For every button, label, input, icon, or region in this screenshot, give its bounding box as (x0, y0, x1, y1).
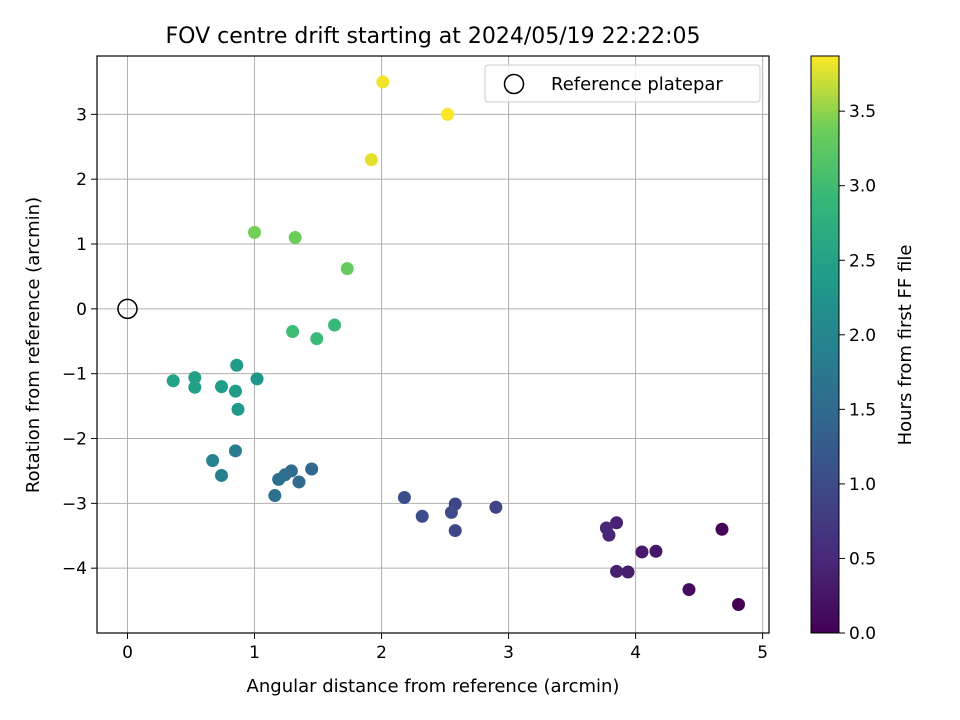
scatter-point (214, 468, 228, 482)
reference-layer (117, 298, 138, 320)
colorbar-gradient (810, 55, 840, 634)
scatter-point (248, 225, 262, 239)
scatter-point (621, 565, 635, 579)
scatter-point (231, 402, 245, 416)
colorbar-label: Hours from first FF file (895, 245, 916, 446)
scatter-point (715, 522, 729, 536)
scatter-point (397, 491, 411, 505)
scatter-point (732, 597, 746, 611)
scatter-point (228, 444, 242, 458)
legend: Reference platepar (484, 64, 761, 103)
y-tick-label: −2 (62, 430, 87, 450)
colorbar-tick-label: 2.5 (849, 251, 876, 271)
colorbar-tick-label: 0.5 (849, 549, 876, 569)
legend-entry-label: Reference platepar (551, 74, 723, 95)
scatter-point (448, 524, 462, 538)
x-tick-label: 5 (757, 643, 768, 663)
colorbar-tick-label: 3.5 (849, 102, 876, 122)
chart-title: FOV centre drift starting at 2024/05/19 … (166, 24, 701, 49)
scatter-point (188, 380, 202, 394)
x-axis-label: Angular distance from reference (arcmin) (247, 676, 620, 697)
grid-lines (97, 56, 769, 633)
scatter-point (206, 454, 220, 468)
scatter-point (441, 107, 455, 121)
y-axis-label: Rotation from reference (arcmin) (23, 197, 44, 493)
scatter-point (649, 544, 663, 558)
scatter-point (599, 521, 613, 535)
y-tick-label: 3 (76, 105, 87, 125)
scatter-point (272, 472, 286, 486)
colorbar: 0.0 0.5 1.0 1.5 2.0 2.5 3.0 3.5 Hours from firs… (810, 55, 916, 644)
scatter-point (188, 371, 202, 385)
y-tick-label: 1 (76, 235, 87, 255)
scatter-point (364, 153, 378, 167)
x-tick-label: 1 (249, 643, 260, 663)
scatter-point (292, 475, 306, 489)
legend-marker-open-circle-icon (503, 73, 525, 95)
legend-box (484, 64, 761, 103)
scatter-point (305, 462, 319, 476)
colorbar-tick-label: 2.0 (849, 326, 876, 346)
scatter-point (415, 509, 429, 523)
scatter-point (610, 516, 624, 530)
scatter-point (288, 231, 302, 245)
y-tick-label: −3 (62, 494, 87, 514)
scatter-point (635, 545, 649, 559)
colorbar-tick-label: 1.5 (849, 400, 876, 420)
scatter-point (310, 332, 324, 346)
y-ticks: −4 −3 −2 −1 0 1 2 3 (62, 105, 97, 579)
scatter-point (268, 489, 282, 503)
colorbar-ticks: 0.0 0.5 1.0 1.5 2.0 2.5 3.0 3.5 (839, 102, 876, 644)
scatter-point (250, 372, 264, 386)
scatter-point (376, 75, 390, 89)
y-tick-label: −1 (62, 365, 87, 385)
x-tick-label: 0 (122, 643, 133, 663)
scatter-point (286, 325, 300, 339)
points-layer (166, 75, 746, 611)
x-ticks: 0 1 2 3 4 5 (122, 633, 768, 663)
scatter-point (230, 358, 244, 372)
scatter-point (444, 505, 458, 519)
scatter-point (340, 262, 354, 276)
scatter-point (610, 564, 624, 578)
scatter-point (166, 374, 180, 388)
colorbar-tick-label: 1.0 (849, 475, 876, 495)
scatter-point (328, 318, 342, 332)
scatter-point (214, 380, 228, 394)
scatter-point (489, 500, 503, 514)
x-tick-label: 4 (630, 643, 641, 663)
reference-platepar-marker (117, 298, 138, 320)
colorbar-tick-label: 3.0 (849, 177, 876, 197)
colorbar-tick-label: 0.0 (849, 624, 876, 644)
scatter-point (228, 384, 242, 398)
scatter-point (682, 583, 696, 597)
y-tick-label: 0 (76, 300, 87, 320)
x-tick-label: 3 (503, 643, 514, 663)
plot-frame (96, 55, 770, 634)
x-tick-label: 2 (376, 643, 387, 663)
y-tick-label: 2 (76, 170, 87, 190)
y-tick-label: −4 (62, 559, 87, 579)
